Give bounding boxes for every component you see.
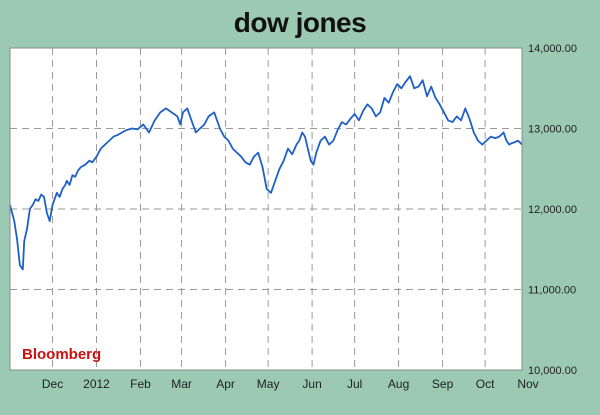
y-tick-label: 10,000.00 xyxy=(528,365,577,377)
grid xyxy=(10,48,522,370)
x-tick-label: Sep xyxy=(432,377,454,391)
y-tick-label: 12,000.00 xyxy=(528,204,577,216)
x-tick-label: Nov xyxy=(517,377,538,391)
y-tick-label: 14,000.00 xyxy=(528,43,577,55)
x-tick-label: Mar xyxy=(171,377,192,391)
plot-border xyxy=(9,47,523,371)
y-tick-label: 11,000.00 xyxy=(528,285,576,297)
x-tick-label: Oct xyxy=(476,377,495,391)
chart-title: dow jones xyxy=(234,7,366,38)
series-line xyxy=(9,75,523,271)
source-label: Bloomberg xyxy=(22,346,101,363)
x-tick-label: Apr xyxy=(216,377,235,391)
x-tick-label: Dec xyxy=(42,377,63,391)
x-tick-label: Jul xyxy=(347,377,362,391)
x-tick-label: 2012 xyxy=(83,377,110,391)
x-tick-label: Feb xyxy=(130,377,151,391)
x-tick-label: Jun xyxy=(302,377,321,391)
x-axis: Dec 2012 Feb Mar Apr May Jun Jul Aug Sep Oct Nov xyxy=(42,377,539,391)
x-tick-label: May xyxy=(257,377,280,391)
x-tick-label: Aug xyxy=(388,377,409,391)
y-tick-label: 13,000.00 xyxy=(528,124,577,136)
series-group xyxy=(9,75,523,271)
y-axis: 10,000.00 11,000.00 12,000.00 13,000.00 14,0… xyxy=(528,43,577,377)
